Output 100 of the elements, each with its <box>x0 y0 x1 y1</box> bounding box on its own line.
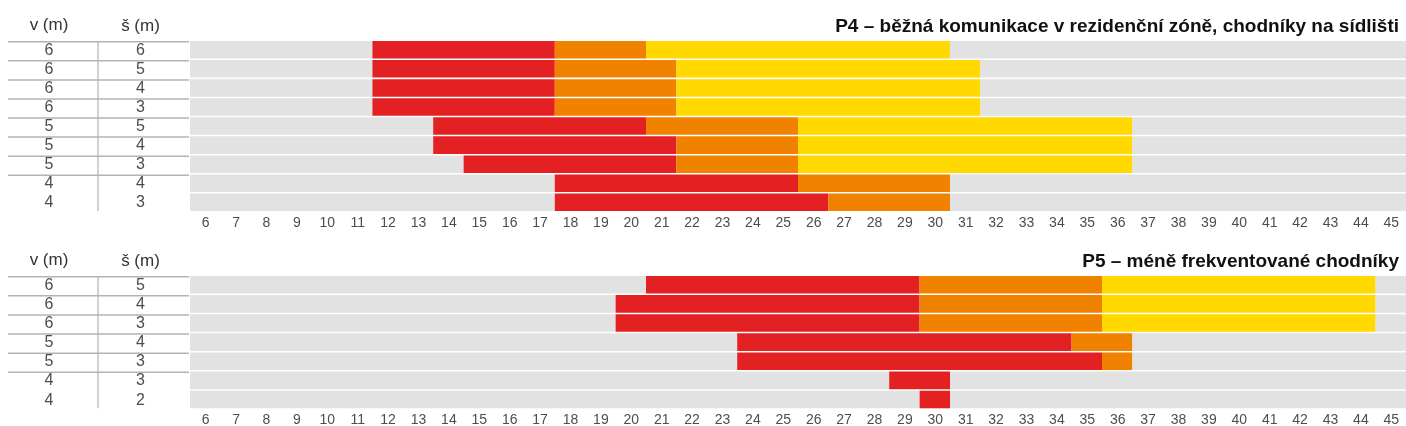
y-tick-label: 3 <box>136 193 146 211</box>
x-tick-label: 9 <box>293 213 301 230</box>
y-tick-label: 4 <box>136 136 146 154</box>
x-tick-label: 11 <box>350 410 366 426</box>
x-tick-label: 36 <box>1109 410 1126 426</box>
y-tick-label: 4 <box>136 174 146 192</box>
x-tick-label: 22 <box>684 410 701 426</box>
x-tick-label: 38 <box>1170 213 1187 230</box>
x-tick-label: 6 <box>201 213 210 230</box>
x-tick-label: 41 <box>1261 410 1278 426</box>
x-tick-label: 17 <box>532 410 549 426</box>
x-tick-label: 29 <box>897 410 913 426</box>
x-tick-label: 34 <box>1049 410 1065 426</box>
x-tick-label: 13 <box>410 410 427 426</box>
x-tick-label: 35 <box>1079 213 1096 230</box>
x-tick-label: 16 <box>501 410 518 426</box>
x-tick-label: 41 <box>1261 213 1278 230</box>
x-tick-label: 28 <box>866 410 883 426</box>
x-tick-label: 45 <box>1383 213 1400 230</box>
x-tick-label: 32 <box>988 410 1005 426</box>
y-tick-label: 4 <box>136 333 146 351</box>
x-tick-label: 23 <box>714 213 731 230</box>
x-tick-label: 20 <box>623 410 640 426</box>
x-tick-label: 31 <box>957 213 974 230</box>
x-tick-label: 13 <box>410 213 427 230</box>
x-tick-label: 42 <box>1292 213 1309 230</box>
x-tick-label: 27 <box>836 410 853 426</box>
x-tick-label: 8 <box>262 213 271 230</box>
text: v (m) <box>29 250 69 269</box>
x-tick-label: 7 <box>232 410 241 426</box>
x-tick-label: 20 <box>623 213 640 230</box>
x-tick-label: 14 <box>441 213 457 230</box>
x-tick-label: 15 <box>471 213 488 230</box>
x-tick-label: 44 <box>1353 213 1369 230</box>
x-tick-label: 32 <box>988 213 1005 230</box>
text: 6 <box>44 275 54 293</box>
x-tick-label: 24 <box>745 213 761 230</box>
text: 6 <box>44 97 54 115</box>
x-tick-label: 21 <box>653 410 670 426</box>
y-tick-label: 5 <box>136 59 146 77</box>
x-tick-label: 30 <box>927 410 944 426</box>
text: 5 <box>44 155 54 173</box>
bar <box>950 193 1406 212</box>
x-tick-label: 15 <box>471 410 488 426</box>
x-tick-label: 16 <box>501 213 518 230</box>
y-tick-label: 4 <box>136 78 146 96</box>
text: 6 <box>44 294 54 312</box>
chart-title: P5 – méně frekventované chodníky <box>1082 250 1400 271</box>
x-tick-label: 36 <box>1109 213 1126 230</box>
y-tick-label: 3 <box>136 97 146 115</box>
x-tick-label: 8 <box>262 410 271 426</box>
text: v (m) <box>29 15 69 34</box>
x-tick-label: 6 <box>201 410 210 426</box>
text: 5 <box>44 117 54 135</box>
x-tick-label: 40 <box>1231 410 1248 426</box>
text: 6 <box>44 40 54 58</box>
y-tick-label: 4 <box>136 294 146 312</box>
x-tick-label: 27 <box>836 213 853 230</box>
text: 4 <box>44 371 54 389</box>
y-tick-label: 3 <box>136 314 146 332</box>
x-tick-label: 10 <box>319 213 336 230</box>
text: 6 <box>44 314 54 332</box>
x-tick-label: 28 <box>866 213 883 230</box>
y-tick-label: 5 <box>136 275 146 293</box>
x-tick-label: 18 <box>562 410 579 426</box>
y-axis-title: š (m) <box>121 250 160 270</box>
chart-title: P4 – běžná komunikace v rezidenční zóně, chodníky na sídlišti <box>835 15 1399 36</box>
y-axis-title: š (m) <box>121 15 160 35</box>
text: 4 <box>44 390 54 408</box>
bar <box>190 193 555 212</box>
x-tick-label: 33 <box>1018 213 1035 230</box>
text: 6 <box>44 78 54 96</box>
bar <box>919 390 950 409</box>
x-tick-label: 42 <box>1292 410 1309 426</box>
x-tick-label: 35 <box>1079 410 1096 426</box>
x-tick-label: 25 <box>775 213 792 230</box>
bar <box>798 174 950 193</box>
x-tick-label: 26 <box>805 410 822 426</box>
x-tick-label: 7 <box>232 213 241 230</box>
x-tick-label: 14 <box>441 410 457 426</box>
y-tick-label: 3 <box>136 155 146 173</box>
y-tick-label: 5 <box>136 117 146 135</box>
text: 5 <box>44 352 54 370</box>
bar <box>889 371 950 390</box>
bar <box>190 371 890 390</box>
text: 6 <box>44 59 54 77</box>
y-tick-label: 2 <box>136 390 146 408</box>
x-tick-label: 17 <box>532 213 549 230</box>
x-tick-label: 21 <box>653 213 670 230</box>
x-tick-label: 39 <box>1201 410 1217 426</box>
x-tick-label: 30 <box>927 213 944 230</box>
x-tick-label: 39 <box>1201 213 1217 230</box>
x-tick-label: 45 <box>1383 410 1400 426</box>
x-tick-label: 26 <box>805 213 822 230</box>
x-tick-label: 18 <box>562 213 579 230</box>
x-tick-label: 24 <box>745 410 761 426</box>
x-tick-label: 33 <box>1018 410 1035 426</box>
text: 5 <box>44 333 54 351</box>
x-tick-label: 37 <box>1140 410 1157 426</box>
text: 4 <box>44 193 54 211</box>
